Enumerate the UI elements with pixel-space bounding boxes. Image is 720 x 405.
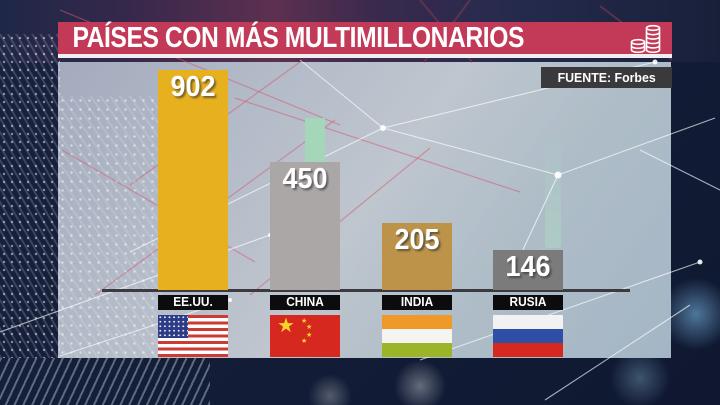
page-title: PAÍSES CON MÁS MULTIMILLONARIOS [72, 22, 524, 54]
bar-value: 450 [282, 163, 328, 195]
star-icon: ★ [306, 332, 313, 339]
source-badge: FUENTE: Forbes [541, 67, 672, 88]
background-ice-texture [0, 358, 210, 405]
chart-baseline [102, 289, 630, 292]
bar-column-china: 450 CHINA ★ ★ ★ ★ ★ [270, 62, 340, 358]
bar-value: 205 [394, 224, 440, 256]
category-label-box: RUSIA [493, 295, 563, 310]
cn-flag: ★ ★ ★ ★ ★ [270, 315, 340, 357]
bar: 146 [493, 250, 563, 290]
category-label: CHINA [286, 295, 324, 309]
bar: 902 [158, 70, 228, 290]
bar-value: 146 [505, 251, 551, 283]
bar-column-rusia: 146 RUSIA [493, 62, 563, 358]
category-label-box: EE.UU. [158, 295, 228, 310]
title-bar: PAÍSES CON MÁS MULTIMILLONARIOS [58, 22, 672, 58]
star-icon: ★ [301, 338, 308, 345]
star-icon: ★ [277, 315, 295, 337]
source-label: FUENTE: Forbes [557, 70, 656, 85]
bar-value: 902 [170, 71, 216, 103]
ru-flag [493, 315, 563, 357]
category-label: RUSIA [509, 295, 547, 309]
category-label: INDIA [400, 295, 434, 309]
category-label-box: CHINA [270, 295, 340, 310]
category-label-box: INDIA [382, 295, 452, 310]
bar-column-india: 205 INDIA [382, 62, 452, 358]
bar: 450 [270, 162, 340, 290]
star-icon: ★ [306, 324, 313, 331]
us-flag [158, 315, 228, 357]
bar-column-eeuu: 902 EE.UU. [158, 62, 228, 358]
in-flag [382, 315, 452, 357]
bar: 205 [382, 223, 452, 290]
star-icon: ★ [301, 318, 308, 325]
coins-icon [630, 24, 661, 54]
category-label: EE.UU. [173, 295, 213, 309]
